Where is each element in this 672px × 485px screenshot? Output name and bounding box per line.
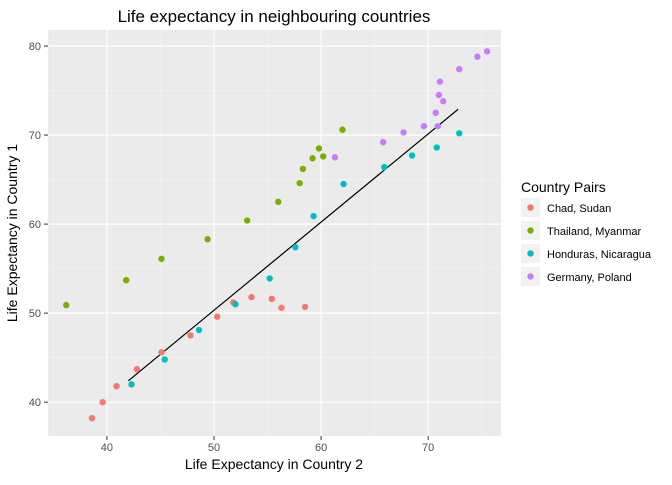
legend-title: Country Pairs bbox=[521, 179, 606, 195]
legend-key-dot bbox=[527, 204, 534, 211]
data-point bbox=[204, 236, 211, 243]
legend-key-dot bbox=[527, 250, 534, 257]
data-point bbox=[158, 255, 165, 263]
x-tick-label: 60 bbox=[315, 442, 327, 454]
data-point bbox=[296, 179, 303, 187]
data-point bbox=[158, 349, 165, 356]
x-tick-label: 40 bbox=[101, 442, 113, 454]
data-point bbox=[436, 78, 444, 85]
data-point bbox=[456, 65, 463, 73]
y-tick-labels: 40 50 60 70 80 bbox=[29, 41, 41, 409]
plot-panel bbox=[48, 30, 501, 436]
data-point bbox=[310, 212, 317, 220]
legend-label: Thailand, Myanmar bbox=[547, 226, 641, 238]
data-point bbox=[435, 91, 443, 99]
data-point bbox=[268, 295, 276, 303]
data-point bbox=[299, 165, 307, 173]
data-point bbox=[232, 301, 239, 308]
data-point bbox=[381, 163, 388, 171]
points-layer bbox=[63, 48, 491, 422]
data-point bbox=[456, 130, 463, 137]
data-point bbox=[483, 48, 491, 55]
data-point bbox=[275, 198, 282, 206]
data-point bbox=[432, 109, 439, 117]
data-point bbox=[339, 126, 346, 133]
data-point bbox=[320, 153, 327, 160]
data-point bbox=[278, 304, 285, 311]
x-tick-label: 70 bbox=[422, 442, 434, 454]
y-tick-label: 50 bbox=[29, 308, 41, 320]
x-axis-label: Life Expectancy in Country 2 bbox=[185, 456, 363, 472]
data-point bbox=[400, 129, 407, 136]
legend-label: Chad, Sudan bbox=[547, 203, 611, 215]
major-gridlines bbox=[48, 30, 501, 436]
data-point bbox=[434, 122, 442, 130]
y-tick-label: 40 bbox=[29, 397, 41, 409]
legend-key-dot bbox=[527, 227, 534, 234]
axis-ticks bbox=[44, 45, 429, 440]
minor-gridlines bbox=[48, 30, 501, 436]
y-axis-label: Life Expectancy in Country 1 bbox=[4, 144, 20, 322]
data-point bbox=[161, 356, 168, 363]
data-point bbox=[113, 382, 120, 390]
data-point bbox=[266, 275, 273, 282]
x-tick-label: 50 bbox=[208, 442, 220, 454]
data-point bbox=[420, 122, 428, 130]
data-point bbox=[331, 154, 339, 161]
data-point bbox=[248, 293, 255, 301]
legend-items: Chad, Sudan Thailand, Myanmar Honduras, Ni… bbox=[521, 198, 652, 286]
legend-label: Germany, Poland bbox=[547, 272, 632, 284]
data-point bbox=[128, 381, 135, 388]
x-tick-labels: 40 50 60 70 bbox=[101, 442, 435, 454]
y-tick-label: 80 bbox=[29, 41, 41, 53]
legend-label: Honduras, Nicaragua bbox=[547, 249, 652, 261]
legend: Country Pairs Chad, Sudan Thailand, Myanm… bbox=[521, 179, 652, 286]
data-point bbox=[379, 138, 387, 146]
data-point bbox=[243, 217, 251, 224]
data-point bbox=[88, 414, 96, 422]
data-point bbox=[433, 144, 440, 151]
data-point bbox=[99, 398, 106, 406]
data-point bbox=[63, 301, 70, 309]
data-point bbox=[133, 366, 141, 373]
data-point bbox=[474, 53, 481, 60]
legend-key-dot bbox=[527, 273, 534, 280]
data-point bbox=[408, 152, 416, 159]
data-point bbox=[292, 244, 299, 251]
y-tick-label: 60 bbox=[29, 219, 41, 231]
data-point bbox=[187, 332, 194, 339]
data-point bbox=[195, 326, 203, 334]
data-point bbox=[122, 276, 130, 284]
data-point bbox=[315, 145, 323, 152]
data-point bbox=[301, 303, 309, 311]
chart-title: Life expectancy in neighbouring countrie… bbox=[118, 7, 431, 26]
y-tick-label: 70 bbox=[29, 130, 41, 142]
data-point bbox=[439, 98, 447, 105]
data-point bbox=[214, 313, 221, 320]
data-point bbox=[340, 180, 347, 188]
data-point bbox=[309, 155, 316, 162]
